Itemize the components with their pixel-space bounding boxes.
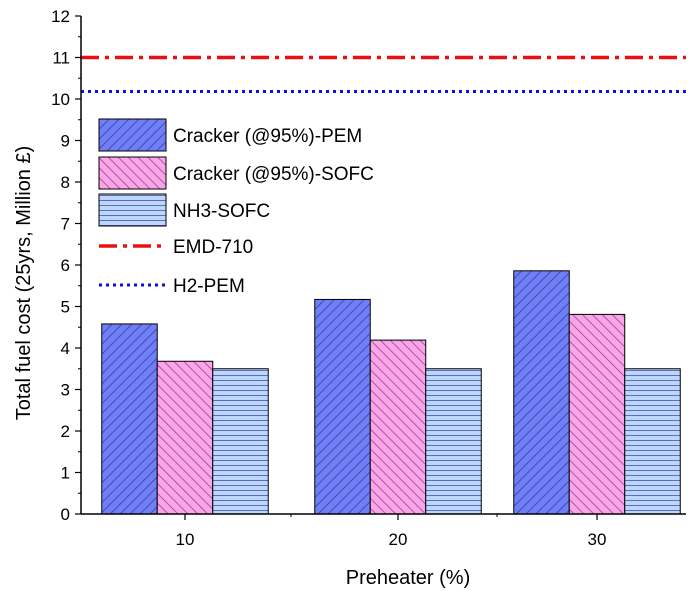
legend-label-2: NH3-SOFC: [173, 201, 270, 222]
y-tick-label-9: 9: [61, 132, 70, 151]
x-tick-label-1: 20: [389, 530, 408, 549]
x-tick-label-2: 30: [588, 530, 607, 549]
legend-swatch-1: [98, 156, 167, 190]
bar-0-2: [513, 270, 570, 515]
bar-0-1: [314, 298, 371, 515]
legend-ref-label-1: H2-PEM: [173, 276, 245, 297]
y-tick-label-0: 0: [61, 505, 70, 524]
y-tick-label-3: 3: [61, 381, 70, 400]
x-axis-title: Preheater (%): [346, 567, 471, 589]
bar-1-2: [568, 313, 626, 515]
bar-1-0: [156, 360, 214, 515]
legend: Cracker (@95%)-PEM Cracker (@95%)-SOFC NH3…: [98, 118, 374, 297]
y-tick-label-4: 4: [61, 339, 70, 358]
legend-label-0: Cracker (@95%)-PEM: [173, 126, 362, 147]
y-tick-label-1: 1: [61, 464, 70, 483]
bar-2-0: [212, 368, 269, 515]
y-tick-label-2: 2: [61, 422, 70, 441]
bars-group: [101, 270, 681, 515]
x-tick-label-0: 10: [176, 530, 195, 549]
y-tick-label-11: 11: [52, 49, 70, 68]
bar-1-1: [369, 339, 427, 515]
y-tick-label-8: 8: [61, 173, 70, 192]
bar-2-1: [425, 368, 482, 515]
legend-ref-label-0: EMD-710: [173, 237, 253, 258]
y-tick-label-10: 10: [51, 90, 70, 109]
y-tick-label-12: 12: [51, 7, 70, 26]
legend-label-1: Cracker (@95%)-SOFC: [173, 164, 374, 185]
y-tick-label-6: 6: [61, 256, 70, 275]
legend-swatch-0: [98, 118, 167, 152]
y-tick-label-5: 5: [61, 298, 70, 317]
bar-2-2: [624, 368, 681, 515]
legend-swatch-2: [98, 193, 167, 227]
bar-0-0: [101, 323, 158, 515]
y-tick-label-7: 7: [61, 215, 70, 234]
reference-lines: [81, 55, 686, 94]
y-axis-title: Total fuel cost (25yrs, Million £): [13, 146, 35, 421]
